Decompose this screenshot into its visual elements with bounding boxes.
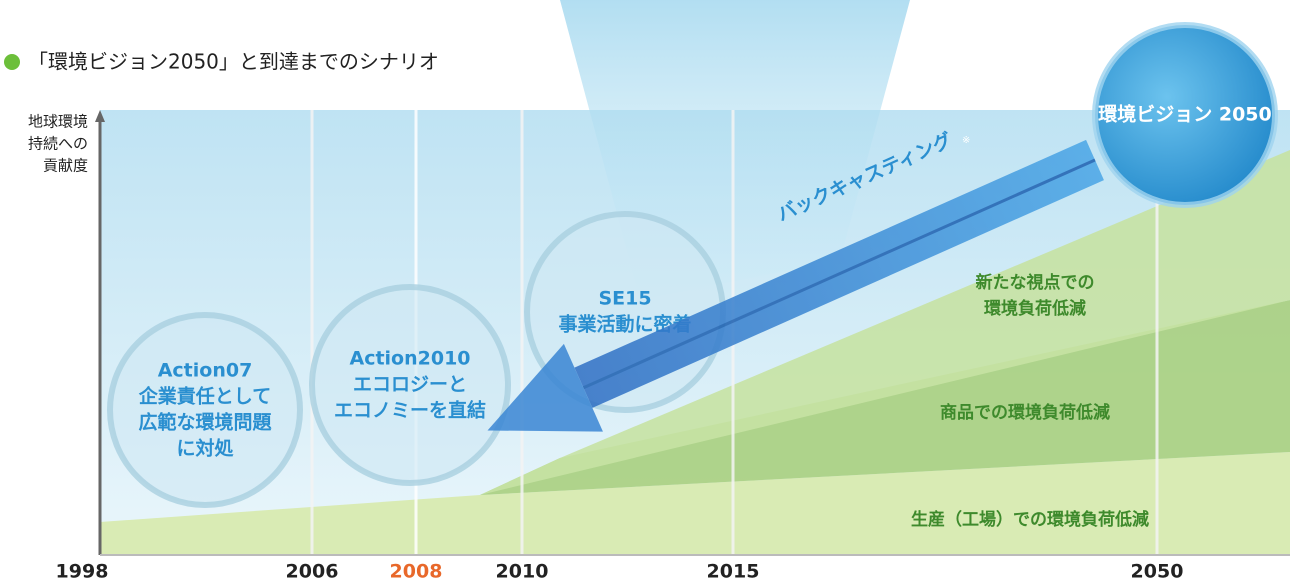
page: 「環境ビジョン2050」と到達までのシナリオ 地球環境持続への貢献度 1998 20… bbox=[0, 0, 1301, 581]
year-label: 2008 bbox=[390, 561, 443, 581]
year-label: 2010 bbox=[496, 561, 549, 581]
circle-label: Action2010 bbox=[349, 348, 470, 370]
circle-label: Action07 bbox=[158, 360, 253, 382]
layer-label: 環境負荷低減 bbox=[984, 298, 1086, 319]
diagram: 「環境ビジョン2050」と到達までのシナリオ 地球環境持続への貢献度 1998 20… bbox=[0, 0, 1301, 581]
year-label: 2050 bbox=[1131, 561, 1184, 581]
year-label: 2015 bbox=[707, 561, 760, 581]
circle-label: エコノミーを直結 bbox=[334, 399, 486, 422]
circle-label: SE15 bbox=[598, 288, 651, 310]
layer-label: 生産（工場）での環境負荷低減 bbox=[911, 509, 1149, 530]
title: 「環境ビジョン2050」と到達までのシナリオ bbox=[28, 50, 439, 74]
circle-label: エコロジーと bbox=[353, 374, 467, 396]
circle-label: 広範な環境問題 bbox=[138, 411, 272, 434]
layer-label: 商品での環境負荷低減 bbox=[940, 402, 1110, 423]
circle-label: に対処 bbox=[176, 437, 233, 460]
arrow-note: ※ bbox=[962, 135, 970, 146]
year-label: 1998 bbox=[56, 561, 109, 581]
scenario-circle bbox=[110, 315, 300, 505]
y-axis-label: 持続への bbox=[28, 135, 88, 153]
year-label: 2006 bbox=[286, 561, 339, 581]
layer-label: 新たな視点での bbox=[976, 272, 1095, 293]
y-axis-label: 貢献度 bbox=[43, 157, 88, 175]
circle-label: 環境ビジョン 2050 bbox=[1098, 103, 1272, 126]
circle-label: 企業責任として bbox=[138, 385, 271, 408]
y-axis-label: 地球環境 bbox=[28, 113, 88, 131]
title-bullet bbox=[4, 54, 20, 70]
